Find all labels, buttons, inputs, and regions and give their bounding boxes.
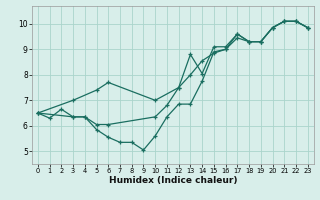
X-axis label: Humidex (Indice chaleur): Humidex (Indice chaleur) — [108, 176, 237, 185]
